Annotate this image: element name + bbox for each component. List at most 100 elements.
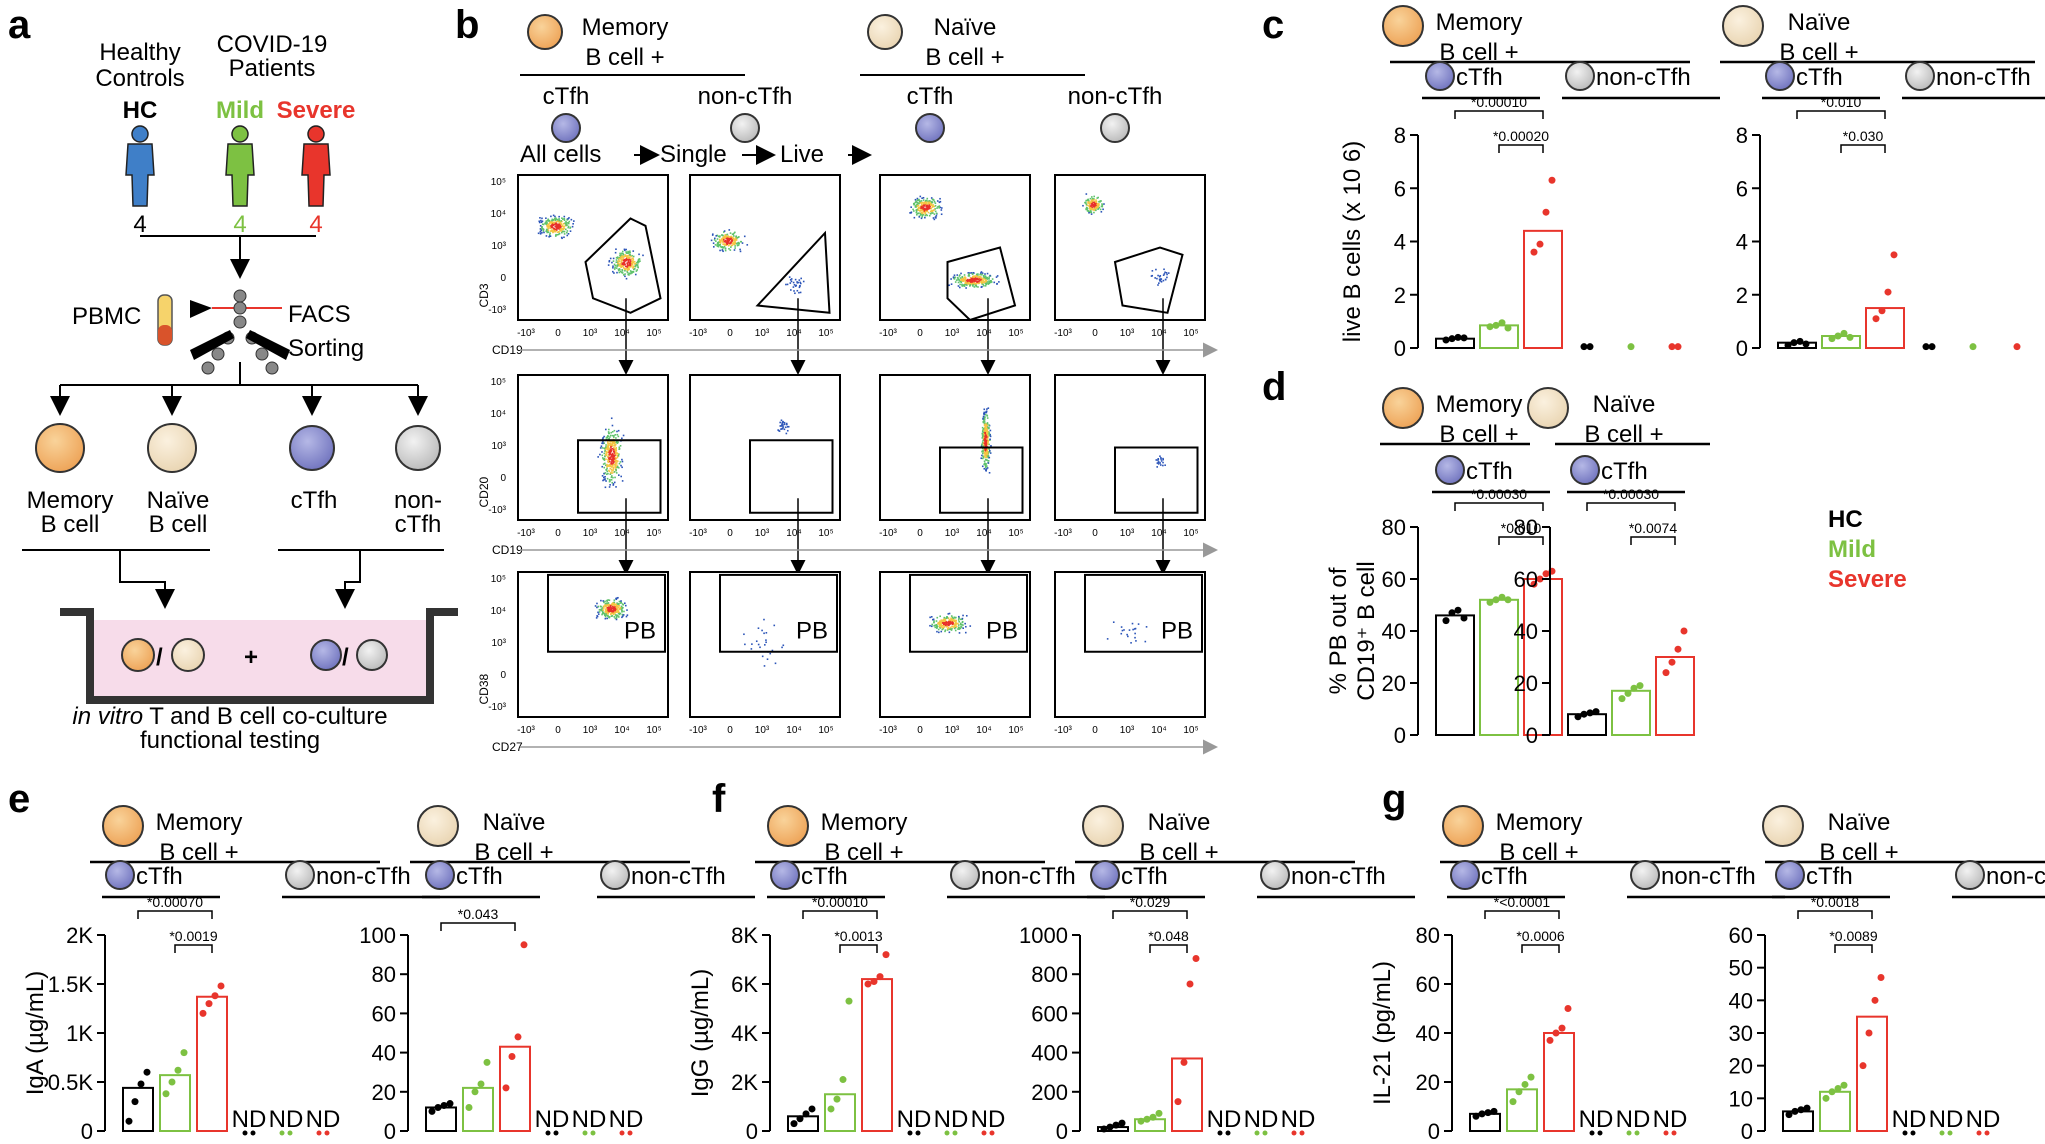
event-dot (618, 263, 621, 266)
flow-x-tick: 0 (727, 328, 733, 339)
event-dot (724, 243, 726, 245)
event-dot (557, 227, 559, 230)
event-dot (1090, 211, 1093, 214)
flow-y-tick: 10³ (492, 441, 507, 452)
event-dot (1155, 459, 1158, 461)
event-dot (982, 279, 984, 282)
event-dot (600, 445, 603, 448)
event-dot (597, 613, 600, 615)
flow-y-tick: 10³ (492, 241, 507, 252)
event-dot (612, 467, 615, 470)
event-dot (986, 454, 989, 456)
event-dot (981, 454, 983, 457)
event-dot (986, 422, 989, 424)
data-point-severe (1542, 570, 1550, 578)
event-dot (612, 436, 615, 438)
event-dot (553, 222, 555, 224)
event-dot (929, 624, 931, 627)
event-dot (616, 460, 619, 462)
flow-x-tick: -10³ (517, 725, 535, 736)
deflection-plate-left (190, 330, 234, 360)
event-dot (989, 438, 991, 441)
y-axis-label-line: CD19⁺ B cell (1353, 561, 1380, 700)
flow-y-tick: 10⁴ (491, 209, 506, 220)
event-dot (938, 631, 940, 634)
event-dot (607, 460, 609, 463)
event-dot (970, 277, 973, 280)
event-dot (996, 283, 998, 285)
event-dot (971, 283, 973, 285)
data-point-severe (1871, 996, 1879, 1004)
y-tick-label: 4K (731, 1021, 758, 1046)
significance-bracket (1112, 910, 1188, 919)
event-dot (621, 458, 623, 461)
event-dot (926, 205, 928, 208)
event-dot (619, 444, 622, 447)
event-dot (964, 631, 967, 634)
event-dot (982, 283, 984, 286)
event-dot (981, 437, 984, 439)
event-dot (610, 465, 613, 468)
y-tick-label: 40 (372, 1041, 396, 1066)
event-dot (626, 259, 629, 261)
event-dot (983, 462, 986, 464)
event-dot (616, 452, 619, 455)
event-dot (621, 606, 623, 609)
event-dot (623, 256, 625, 258)
event-dot (563, 227, 566, 230)
data-point-mild (1828, 335, 1836, 343)
event-dot (943, 616, 946, 619)
flow-y-tick: 0 (500, 473, 506, 484)
event-dot (983, 284, 985, 287)
event-dot (923, 208, 926, 211)
event-dot (947, 613, 950, 615)
y-tick-label: 800 (1031, 962, 1068, 987)
event-dot (541, 217, 543, 220)
event-dot (722, 250, 724, 253)
event-dot (561, 217, 563, 219)
event-dot (921, 216, 924, 218)
event-dot (617, 262, 619, 265)
event-dot (1087, 202, 1089, 204)
nd-label: ND (1892, 1106, 1927, 1133)
flow-x-tick: 0 (555, 328, 561, 339)
event-dot (942, 624, 945, 627)
legend: HC Mild Severe (1828, 506, 1907, 593)
event-dot (977, 276, 979, 278)
event-dot (614, 476, 616, 479)
event-dot (560, 230, 563, 232)
event-dot (604, 462, 606, 465)
event-dot (624, 273, 626, 275)
event-dot (609, 440, 612, 443)
event-dot (600, 599, 602, 602)
event-dot (925, 205, 927, 208)
y-tick-label: 8K (731, 923, 758, 948)
event-dot (611, 261, 613, 264)
event-dot (773, 624, 776, 627)
event-dot (966, 280, 969, 283)
event-dot (608, 616, 611, 618)
event-dot (612, 476, 614, 479)
event-dot (983, 411, 986, 414)
event-dot (984, 427, 986, 429)
event-dot (608, 599, 611, 602)
event-dot (715, 240, 717, 242)
event-dot (602, 463, 605, 465)
nd-point (1589, 1130, 1595, 1136)
event-dot (618, 611, 620, 614)
data-point-hc (446, 1100, 454, 1108)
event-dot (985, 280, 988, 282)
event-dot (617, 466, 620, 469)
event-dot (567, 226, 570, 229)
event-dot (982, 428, 985, 430)
chart-header-line: Memory (1436, 9, 1523, 36)
event-dot (615, 472, 618, 474)
event-dot (953, 274, 956, 277)
event-dot (933, 620, 935, 622)
event-dot (596, 602, 598, 605)
event-dot (744, 643, 746, 646)
event-dot (1157, 461, 1160, 463)
chart-header-line: Memory (1496, 809, 1583, 836)
person-body-icon (301, 143, 331, 207)
event-dot (926, 207, 929, 210)
